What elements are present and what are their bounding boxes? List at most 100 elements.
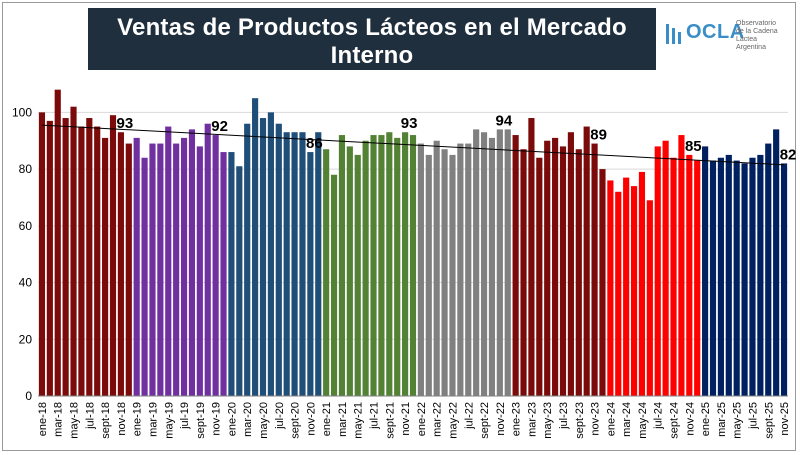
x-tick-label: may-25	[732, 402, 744, 439]
bar	[133, 137, 140, 396]
x-tick-label: ene-23	[511, 402, 523, 436]
bar	[488, 137, 496, 396]
bar	[362, 140, 369, 396]
data-label: 93	[401, 115, 418, 132]
x-tick-label: sept-21	[384, 402, 396, 439]
ocla-logo: OCLA Observatorio de la Cadena Láctea Ar…	[664, 18, 792, 54]
bar	[165, 126, 172, 396]
bar	[291, 132, 298, 396]
bar	[117, 132, 124, 396]
bar	[567, 132, 574, 396]
x-tick-label: ene-19	[132, 402, 144, 436]
bar	[323, 149, 330, 396]
x-tick-label: ene-18	[37, 402, 49, 436]
x-tick-label: may-19	[163, 402, 175, 439]
data-label: 86	[306, 135, 323, 152]
x-tick-label: nov-22	[495, 402, 507, 436]
bar	[378, 135, 385, 396]
bar	[480, 132, 488, 396]
x-tick-label: jul-20	[274, 402, 286, 430]
x-tick-label: mar-24	[621, 402, 633, 437]
bar	[449, 154, 456, 396]
x-tick-label: ene-21	[321, 402, 333, 436]
x-tick-label: nov-21	[400, 402, 412, 436]
bar	[741, 163, 748, 396]
y-tick-label: 40	[19, 276, 33, 290]
x-tick-label: jul-24	[653, 402, 665, 430]
bar	[173, 143, 180, 396]
bar	[386, 132, 393, 396]
bar	[457, 143, 464, 396]
bar	[623, 177, 630, 396]
bar	[220, 152, 227, 396]
bar	[394, 137, 401, 396]
x-tick-label: nov-18	[116, 402, 128, 436]
bar	[465, 143, 472, 396]
bar	[520, 149, 527, 396]
x-tick-label: mar-23	[526, 402, 538, 437]
bar	[678, 135, 685, 396]
bar	[346, 146, 353, 396]
x-tick-label: nov-19	[211, 402, 223, 436]
bar	[670, 157, 677, 396]
bar	[402, 132, 409, 396]
x-tick-label: may-18	[69, 402, 81, 439]
bar	[686, 154, 693, 396]
bar	[591, 143, 598, 396]
x-tick-label: nov-25	[779, 402, 791, 436]
bar	[212, 135, 219, 396]
y-tick-label: 60	[19, 219, 33, 233]
y-tick-label: 20	[19, 332, 33, 346]
bar	[330, 174, 338, 396]
x-tick-label: mar-22	[432, 402, 444, 437]
bar	[425, 154, 432, 396]
bar	[709, 160, 717, 396]
bar	[54, 89, 61, 396]
x-tick-label: jul-25	[747, 402, 759, 430]
bar	[773, 129, 780, 396]
bar	[267, 112, 274, 396]
bar	[149, 143, 156, 396]
bar	[599, 169, 606, 396]
bar	[749, 157, 756, 396]
ocla-logo-icon	[666, 24, 681, 44]
bar	[236, 166, 243, 396]
x-tick-label: sept-22	[479, 402, 491, 439]
x-tick-label: mar-18	[53, 402, 65, 437]
bar	[354, 154, 361, 396]
bar	[283, 132, 290, 396]
y-tick-label: 0	[25, 389, 32, 403]
bar	[228, 152, 235, 396]
y-tick-label: 80	[19, 162, 33, 176]
title-banner: Ventas de Productos Lácteos en el Mercad…	[88, 8, 656, 92]
bar	[338, 135, 346, 396]
bar	[717, 157, 724, 396]
bar	[196, 146, 203, 396]
bar	[102, 137, 109, 396]
bar	[78, 126, 85, 396]
bar	[157, 143, 164, 396]
bar	[94, 126, 101, 396]
chart-title: Ventas de Productos Lácteos en el Mercad…	[117, 14, 627, 69]
bar	[607, 180, 614, 396]
bar	[409, 135, 417, 396]
x-tick-label: mar-19	[147, 402, 159, 437]
bar	[646, 200, 653, 396]
x-tick-label: mar-20	[242, 402, 254, 437]
bar	[733, 160, 740, 396]
bar	[654, 146, 661, 396]
data-label: 85	[685, 138, 702, 155]
x-tick-label: ene-25	[700, 402, 712, 436]
bar	[496, 129, 503, 396]
x-tick-label: sept-20	[290, 402, 302, 439]
trend-line	[41, 124, 785, 166]
bar	[307, 152, 314, 396]
bar	[433, 140, 440, 396]
logo-desc-line3: Argentina	[736, 44, 766, 51]
bar	[315, 132, 322, 396]
bar	[188, 129, 196, 396]
x-tick-label: sept-23	[574, 402, 586, 439]
x-tick-label: nov-20	[305, 402, 317, 436]
bar	[204, 123, 211, 396]
